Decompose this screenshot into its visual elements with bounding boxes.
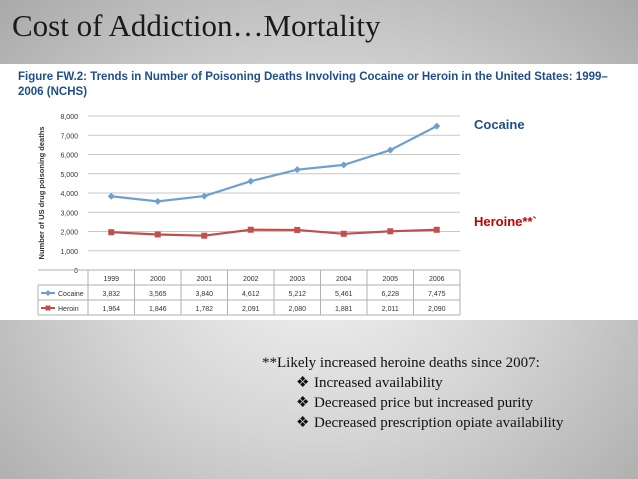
x-tick-label: 2005: [382, 276, 398, 283]
data-point: [433, 122, 441, 130]
chart: 0 1,000 2,000 3,000 4,000 5,000 6,000 7,000 8,00…: [37, 114, 461, 316]
note-heading: **Likely increased heroine deaths since …: [262, 355, 540, 371]
data-label: 3,565: [149, 291, 167, 298]
note-item-text: Increased availability: [314, 375, 443, 391]
x-tick-label: 1999: [103, 276, 119, 283]
legend-marker: [45, 305, 51, 311]
x-tick-label: 2002: [243, 276, 259, 283]
data-point: [340, 230, 347, 237]
x-tick-label: 2006: [429, 276, 445, 283]
figure-panel: Figure FW.2: Trends in Number of Poisoni…: [0, 64, 638, 320]
data-point: [247, 226, 254, 233]
x-tick-label: 2003: [289, 276, 305, 283]
note-item-text: Decreased prescription opiate availabili…: [314, 415, 564, 431]
heroine-label: Heroine**`: [474, 214, 537, 229]
legend-entry: Cocaine: [58, 291, 84, 298]
data-label: 5,461: [335, 291, 353, 298]
y-tick-label: 0: [74, 268, 78, 275]
data-label: 1,846: [149, 306, 167, 313]
data-label: 4,612: [242, 291, 260, 298]
note-item-text: Decreased price but increased purity: [314, 395, 534, 411]
data-point: [293, 166, 301, 174]
data-point: [387, 228, 394, 235]
data-label: 2,090: [428, 306, 446, 313]
data-point: [340, 161, 348, 169]
y-tick-label: 7,000: [60, 133, 78, 140]
series-line: [111, 228, 437, 237]
data-label: 7,475: [428, 291, 446, 298]
data-label: 2,080: [288, 306, 306, 313]
x-tick-label: 2004: [336, 276, 352, 283]
data-point: [107, 192, 115, 200]
y-axis-label: Number of US drug poisoning deaths: [37, 127, 46, 260]
data-point: [154, 231, 161, 238]
y-tick-label: 6,000: [60, 153, 78, 160]
y-tick-label: 8,000: [60, 114, 78, 121]
figure-caption: Figure FW.2: Trends in Number of Poisoni…: [18, 71, 608, 98]
data-label: 1,964: [102, 306, 120, 313]
diamond-bullet-icon: ❖: [296, 395, 310, 411]
data-point: [108, 229, 115, 236]
series-line: [111, 125, 438, 203]
y-tick-label: 1,000: [60, 249, 78, 256]
data-point: [386, 146, 394, 154]
data-point: [154, 197, 162, 205]
cocaine-label: Cocaine: [474, 117, 525, 132]
x-tick-label: 2000: [150, 276, 166, 283]
data-label: 3,840: [195, 291, 213, 298]
data-point: [200, 192, 208, 200]
note-item: ❖ Increased availability: [296, 373, 563, 393]
data-label: 5,212: [288, 291, 306, 298]
y-tick-label: 4,000: [60, 191, 78, 198]
legend-entry: Heroin: [58, 306, 79, 313]
data-label: 6,228: [381, 291, 399, 298]
data-label: 2,091: [242, 306, 260, 313]
note-block: **Likely increased heroine deaths since …: [262, 353, 563, 433]
note-item: ❖ Decreased prescription opiate availabil…: [296, 413, 563, 433]
diamond-bullet-icon: ❖: [296, 375, 310, 391]
slide-title: Cost of Addiction…Mortality: [12, 8, 381, 43]
legend-marker: [45, 290, 51, 296]
data-label: 2,011: [382, 306, 399, 313]
x-tick-label: 2001: [196, 276, 212, 283]
data-label: 1,782: [195, 306, 213, 313]
data-point: [247, 177, 255, 185]
data-point: [201, 232, 208, 239]
diamond-bullet-icon: ❖: [296, 415, 310, 431]
y-tick-label: 3,000: [60, 210, 78, 217]
y-tick-label: 5,000: [60, 172, 78, 179]
data-point: [433, 226, 440, 233]
data-label: 1,881: [335, 306, 353, 313]
note-item: ❖ Decreased price but increased purity: [296, 393, 563, 413]
data-label: 3,832: [102, 291, 120, 298]
data-point: [294, 226, 301, 233]
note-list: ❖ Increased availability ❖ Decreased price…: [262, 373, 563, 433]
y-tick-label: 2,000: [60, 230, 78, 237]
